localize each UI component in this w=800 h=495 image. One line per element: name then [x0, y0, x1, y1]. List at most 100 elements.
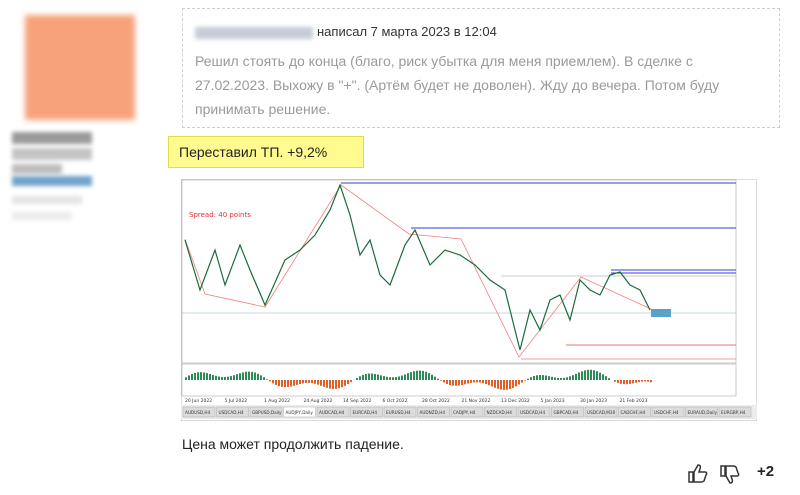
indicator-bar: [212, 374, 214, 380]
author-stats: [12, 212, 72, 220]
indicator-bar: [455, 380, 457, 386]
tab-label: AUDCAD,H4: [319, 410, 345, 415]
author-stats: [12, 196, 82, 204]
indicator-bar: [530, 377, 532, 380]
indicator-bar: [335, 380, 337, 389]
tab: [450, 406, 484, 418]
indicator-bar: [629, 380, 631, 384]
tab: [718, 406, 752, 418]
indicator-bar: [269, 380, 271, 382]
indicator-bar: [308, 380, 310, 383]
indicator-bar: [542, 375, 544, 380]
tab: [350, 406, 383, 418]
indicator-bar: [488, 380, 490, 386]
indicator-bar: [620, 380, 622, 384]
indicator-bar: [389, 377, 391, 380]
indicator-bar: [632, 380, 634, 384]
indicator-bar: [566, 377, 568, 380]
tab-label: EURCAD,H4: [353, 410, 378, 415]
indicator-bar: [449, 380, 451, 386]
indicator-bar: [251, 371, 253, 380]
tab: [584, 406, 618, 418]
indicator-bar: [338, 380, 340, 389]
indicator-bar: [557, 377, 559, 380]
downvote[interactable]: [720, 465, 740, 484]
indicator-bar: [560, 378, 562, 380]
indicator-bar: [509, 380, 511, 390]
indicator-bar: [284, 380, 286, 388]
indicator-bar: [476, 380, 478, 383]
indicator-bar: [563, 377, 565, 380]
indicator-bar: [518, 380, 520, 385]
indicator-bar: [527, 378, 529, 380]
avatar[interactable]: [25, 15, 135, 120]
indicator-bar: [329, 380, 331, 389]
indicator-bar: [299, 380, 301, 385]
indicator-bar: [545, 375, 547, 380]
indicator-bar: [350, 380, 352, 383]
levels: [341, 182, 736, 274]
indicator-bar: [590, 369, 592, 380]
rating: +2: [757, 463, 775, 480]
upvote[interactable]: [688, 464, 708, 483]
indicator-bar: [245, 371, 247, 380]
author-info: [12, 164, 62, 174]
author-rank: [12, 148, 92, 160]
indicator-bar: [512, 380, 514, 388]
indicator-bar: [593, 370, 595, 380]
indicator-bar: [356, 377, 358, 380]
x-label: 28 Oct 2022: [422, 398, 450, 404]
indicator-bar: [248, 371, 250, 380]
indicator-bar: [647, 380, 649, 382]
indicator-bar: [374, 373, 376, 380]
indicator-bar: [278, 380, 280, 387]
indicator-bar: [377, 374, 379, 380]
indicator-bar: [323, 380, 325, 387]
tab-label: AUDNZD,H4: [420, 410, 446, 415]
tab: [517, 406, 551, 418]
indicator-bar: [221, 376, 223, 380]
indicator-bar: [191, 373, 193, 380]
indicator-bar: [239, 373, 241, 380]
indicator-bar: [599, 372, 601, 380]
indicator-bar: [227, 376, 229, 380]
zigzag: [184, 184, 652, 358]
indicator-bar: [302, 380, 304, 384]
indicator-frame: [181, 363, 737, 397]
x-label: 30 Jan 2023: [580, 398, 607, 404]
x-labels: 20 Jun 2022 5 Jul 2022 1 Aug 2022 24 Aug 20…: [185, 398, 648, 404]
tab: [383, 406, 417, 418]
indicator-bar: [233, 375, 235, 380]
indicator-bar: [206, 373, 208, 380]
indicator-bar: [230, 376, 232, 380]
indicator-bar: [440, 380, 442, 381]
tab-label: EURGBP,H4: [721, 410, 746, 415]
indicator-bar: [263, 377, 265, 380]
indicator-bar: [347, 380, 349, 385]
indicator-bar: [638, 380, 640, 383]
tab: [685, 406, 718, 418]
indicator-bar: [464, 380, 466, 385]
indicator-bar: [626, 380, 628, 385]
indicator-bar: [314, 380, 316, 384]
indicator-bar: [641, 380, 643, 382]
tab-label: USDCAD,M30: [587, 410, 616, 415]
indicator-bar: [452, 380, 454, 386]
indicator-bar: [425, 371, 427, 380]
indicator-bar: [572, 375, 574, 380]
x-label: 6 Oct 2022: [383, 398, 408, 404]
x-label: 1 Aug 2022: [264, 398, 290, 404]
indicator-bar: [497, 380, 499, 389]
indicator-bar: [344, 380, 346, 386]
tab-label: AUDJPY,Daily: [286, 410, 314, 415]
indicator-bar: [482, 380, 484, 384]
indicator-bar: [446, 380, 448, 384]
indicator-bar: [188, 375, 190, 380]
indicator-bar: [254, 372, 256, 380]
indicator-bar: [524, 380, 526, 381]
indicator-bar: [413, 371, 415, 380]
tab-label: AUDUSD,H4: [185, 410, 211, 415]
tab-label: USDCHF,H4: [654, 410, 679, 415]
indicator-bar: [266, 379, 268, 380]
